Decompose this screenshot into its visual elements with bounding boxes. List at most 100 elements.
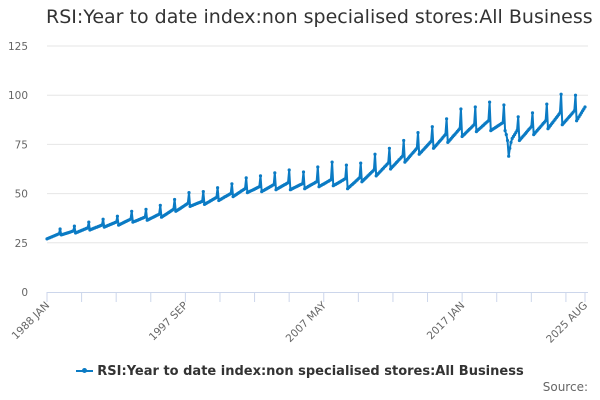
data-point <box>186 201 190 205</box>
data-point <box>286 181 290 185</box>
data-point <box>158 203 162 207</box>
data-point <box>244 176 248 180</box>
data-point <box>515 129 519 133</box>
data-point <box>359 161 363 165</box>
data-point <box>344 163 348 167</box>
y-tick-label: 100 <box>8 90 28 102</box>
chart-title: RSI:Year to date index:non specialised s… <box>46 6 593 28</box>
data-point <box>200 199 204 204</box>
plot-area <box>45 92 587 241</box>
x-tick-label: 1997 SEP <box>147 300 191 344</box>
gridlines <box>47 45 588 244</box>
data-point <box>187 191 191 195</box>
data-point <box>530 111 535 115</box>
data-point <box>559 92 563 96</box>
data-point <box>508 146 512 150</box>
data-point <box>507 154 511 158</box>
data-point <box>472 123 476 127</box>
data-point <box>257 185 261 189</box>
data-point <box>488 100 492 104</box>
data-point <box>416 131 420 135</box>
data-point <box>544 119 548 123</box>
data-point <box>529 125 533 129</box>
series-line <box>46 93 586 240</box>
data-point <box>157 212 161 216</box>
data-point <box>503 129 507 133</box>
y-tick-label: 0 <box>21 287 28 299</box>
data-point <box>357 176 362 180</box>
legend[interactable]: RSI:Year to date index:non specialised s… <box>0 364 600 379</box>
data-point <box>473 105 477 109</box>
data-point <box>583 105 587 109</box>
data-point <box>115 214 119 218</box>
data-point <box>505 138 510 143</box>
x-tick-label: 1988 JAN <box>10 300 52 342</box>
data-point <box>229 192 233 196</box>
data-point <box>400 154 405 158</box>
data-point <box>558 111 562 115</box>
data-point <box>386 161 390 165</box>
data-point <box>315 180 319 184</box>
data-point <box>343 177 347 181</box>
x-axis: 1988 JAN 1997 SEP 2007 MAY 2017 JAN 2025 AUG <box>10 292 590 346</box>
data-point <box>486 119 490 123</box>
data-point <box>509 140 513 144</box>
data-point <box>144 207 148 211</box>
data-point <box>445 117 449 121</box>
data-point <box>372 168 376 172</box>
data-point <box>300 182 304 186</box>
data-point <box>430 125 434 129</box>
data-point <box>100 223 104 227</box>
data-point <box>273 171 277 175</box>
data-point <box>545 102 549 106</box>
source-label: Source: <box>542 380 588 394</box>
data-point <box>130 209 134 213</box>
data-point <box>171 207 175 211</box>
data-point <box>287 168 291 172</box>
data-point <box>87 220 91 224</box>
data-point <box>402 138 406 143</box>
data-point <box>373 152 377 156</box>
y-tick-label: 125 <box>8 41 28 53</box>
data-point <box>57 232 61 236</box>
data-point <box>214 195 218 200</box>
y-tick-label: 25 <box>15 238 28 250</box>
legend-swatch-icon <box>76 367 94 373</box>
data-point <box>504 133 508 137</box>
data-point <box>330 160 334 164</box>
data-point <box>301 170 306 174</box>
data-point <box>230 182 234 186</box>
data-point <box>58 227 62 231</box>
data-point <box>316 165 320 169</box>
data-point <box>458 127 462 131</box>
data-point <box>387 146 391 150</box>
data-point <box>243 187 247 191</box>
data-point <box>501 121 505 125</box>
data-point <box>443 133 447 137</box>
data-point <box>201 190 205 194</box>
data-point <box>114 220 118 224</box>
data-point <box>516 115 520 119</box>
data-point <box>258 174 263 178</box>
x-tick-label: 2025 AUG <box>544 300 590 346</box>
data-point <box>429 139 433 143</box>
data-point <box>72 224 76 228</box>
data-point <box>329 178 333 182</box>
data-point <box>86 226 90 230</box>
data-point <box>101 217 105 221</box>
y-tick-label: 50 <box>15 189 28 201</box>
y-tick-label: 75 <box>15 139 28 151</box>
legend-label: RSI:Year to date index:non specialised s… <box>97 364 524 379</box>
data-point <box>143 215 147 219</box>
x-tick-label: 2007 MAY <box>284 299 330 345</box>
data-point <box>128 217 133 221</box>
data-point <box>573 93 578 97</box>
data-point <box>502 103 506 107</box>
data-point <box>572 109 576 113</box>
x-tick-label: 2017 JAN <box>425 300 467 342</box>
data-point <box>459 107 463 111</box>
data-point <box>415 146 419 150</box>
data-point <box>216 186 220 190</box>
data-point <box>272 183 276 187</box>
